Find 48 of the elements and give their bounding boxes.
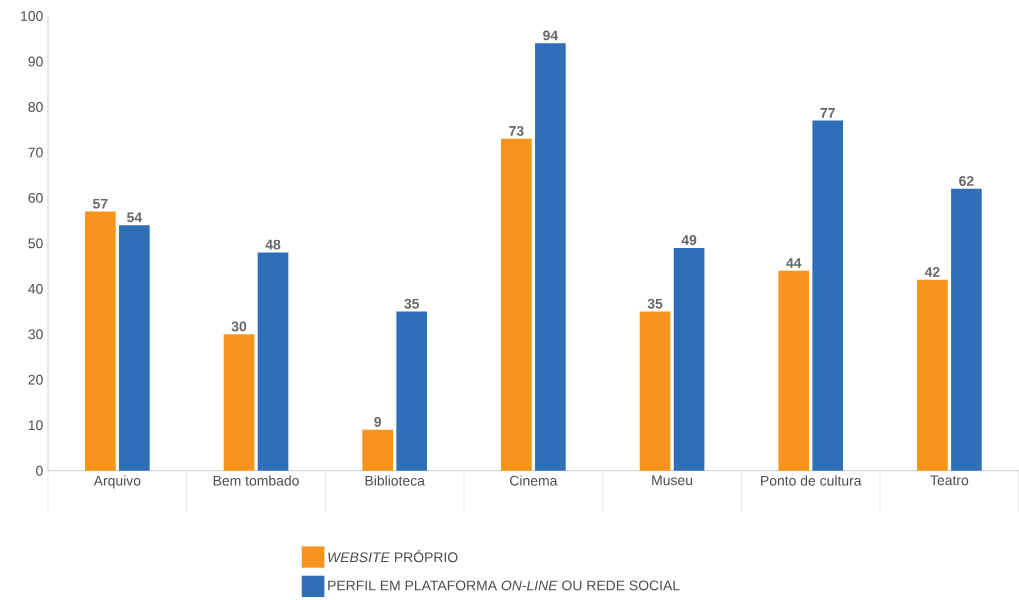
x-tick-label: Arquivo [93,475,141,489]
y-tick-label: 40 [28,284,43,294]
data-label: 57 [93,199,108,209]
bar [917,279,948,471]
bar [257,252,289,471]
data-label: 73 [509,126,524,136]
data-label: 94 [543,30,559,41]
bar [362,429,394,471]
bar [812,120,844,471]
x-tick-label: Teatro [930,475,969,486]
x-tick-label: Biblioteca [365,475,425,486]
x-tick-label: Cinema [510,475,558,486]
y-tick-label: 50 [28,238,43,249]
x-tick-label: Bem tombado [213,475,299,486]
data-label: 48 [265,239,281,250]
y-tick-label: 20 [28,374,43,385]
y-tick-label: 90 [28,56,43,67]
data-label: 44 [786,258,802,268]
bar [501,138,532,471]
bar [778,270,810,471]
data-label: 49 [681,235,697,246]
x-tick-label: Museu [652,475,693,486]
data-label: 35 [404,298,420,309]
x-tick-label: Ponto de cultura [761,475,862,486]
y-tick-label: 100 [21,11,43,22]
bar [396,311,428,471]
data-label: 77 [820,108,835,118]
data-label: 9 [374,417,382,428]
data-label: 54 [127,212,143,223]
y-tick-label: 80 [28,102,43,113]
y-tick-label: 10 [28,420,43,431]
y-tick-label: 70 [28,147,43,158]
data-label: 35 [647,298,663,309]
bar [639,311,671,471]
y-tick-label: 60 [28,193,43,203]
legend-label: WEBSITE PRÓPRIO [328,550,458,563]
bar [673,248,705,471]
data-label: 30 [231,321,247,332]
y-tick-label: 0 [36,465,43,476]
bar [223,334,255,471]
bar [535,43,566,471]
data-label: 42 [924,267,940,277]
legend-label: PERFIL EM PLATAFORMA ON-LINE OU REDE SOCIAL [328,580,680,591]
y-tick-label: 30 [28,329,43,340]
data-label: 62 [959,176,974,187]
bar [119,225,150,471]
bar [85,211,116,471]
bar [951,188,982,471]
